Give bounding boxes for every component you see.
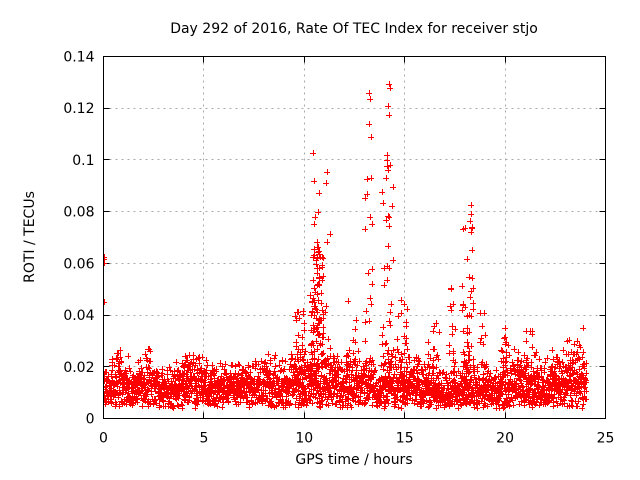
plot-border (103, 56, 606, 419)
y-tick-label: 0.14 (63, 50, 94, 66)
y-tick-label: 0.06 (63, 256, 94, 272)
y-tick-label: 0.08 (63, 205, 94, 221)
x-tick-label: 5 (199, 431, 208, 447)
chart-title: Day 292 of 2016, Rate Of TEC Index for r… (170, 21, 538, 37)
y-tick-label: 0.04 (63, 308, 94, 324)
y-tick-label: 0.12 (63, 101, 94, 117)
x-axis-label: GPS time / hours (295, 452, 413, 468)
x-tick-label: 15 (396, 431, 414, 447)
tick-labels: 0 0.02 0.04 0.06 0.08 0.1 0.12 0.14 0 5 10 15 20 25 (63, 50, 614, 447)
y-tick-label: 0.02 (63, 360, 94, 376)
roti-scatter-points (103, 81, 589, 411)
x-tick-label: 20 (496, 431, 514, 447)
x-tick-label: 10 (295, 431, 313, 447)
y-tick-label: 0.1 (72, 153, 94, 169)
y-axis-label: ROTI / TECUs (22, 191, 38, 283)
x-tick-label: 0 (99, 431, 108, 447)
y-tick-label: 0 (86, 412, 95, 428)
x-tick-label: 25 (597, 431, 615, 447)
